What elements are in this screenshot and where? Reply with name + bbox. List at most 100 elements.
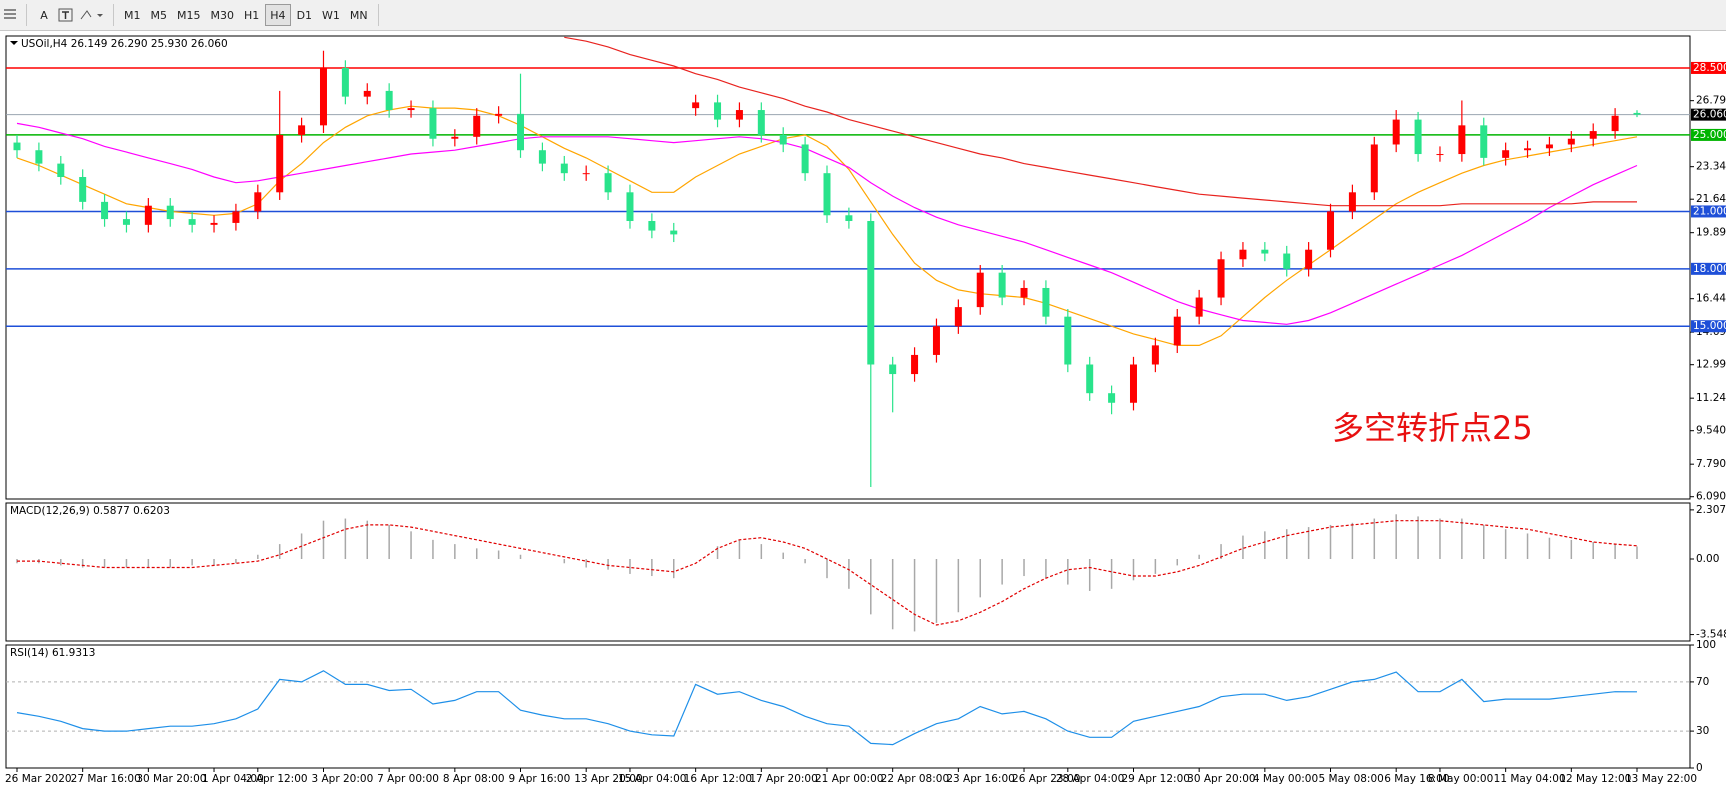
candle-body bbox=[122, 219, 130, 225]
candle-body bbox=[1173, 316, 1181, 346]
x-tick-label: 21 Apr 00:00 bbox=[815, 773, 883, 785]
candle-body bbox=[254, 192, 262, 212]
candle-body bbox=[1217, 259, 1225, 298]
x-tick-label: 23 Apr 16:00 bbox=[946, 773, 1014, 785]
candle-body bbox=[692, 102, 700, 109]
candle-body bbox=[582, 173, 590, 175]
level-label-box bbox=[1691, 128, 1726, 141]
candle-body bbox=[232, 211, 240, 223]
candle-body bbox=[648, 221, 656, 231]
shapes-icon[interactable] bbox=[77, 5, 107, 25]
toolbar: A M1 M5 M15 M30 H1 H4 D1 W1 MN bbox=[0, 0, 1726, 31]
candle-body bbox=[779, 134, 787, 145]
candle-body bbox=[867, 221, 875, 365]
main-panel-frame bbox=[5, 35, 1691, 500]
x-tick-label: 13 May 22:00 bbox=[1625, 773, 1697, 785]
level-label-box bbox=[1691, 262, 1726, 275]
y-tick-label: 70 bbox=[1696, 676, 1709, 688]
candle-body bbox=[1480, 125, 1488, 158]
timeframe-button[interactable]: MN bbox=[349, 8, 368, 22]
level-label: 28.500 bbox=[1693, 62, 1726, 74]
x-tick-label: 16 Apr 12:00 bbox=[684, 773, 752, 785]
tool-button[interactable]: A bbox=[40, 8, 48, 22]
candle-body bbox=[407, 108, 415, 111]
timeframe-button[interactable]: W1 bbox=[322, 8, 340, 22]
candle-body bbox=[495, 113, 503, 116]
moving-average bbox=[16, 122, 1638, 325]
level-label: 21.000 bbox=[1693, 205, 1726, 217]
timeframe-button[interactable]: M30 bbox=[210, 8, 235, 22]
candle-body bbox=[517, 113, 525, 151]
rsi-line bbox=[16, 670, 1638, 746]
candle-body bbox=[473, 115, 481, 137]
timeframe-button[interactable]: D1 bbox=[296, 8, 313, 22]
candle-body bbox=[1567, 138, 1575, 145]
x-tick-label: 13 Apr 20:00 bbox=[574, 773, 642, 785]
candle-body bbox=[626, 192, 634, 222]
timeframe-button[interactable]: M5 bbox=[150, 8, 168, 22]
timeframe-button[interactable]: M15 bbox=[177, 8, 201, 22]
candle-body bbox=[932, 326, 940, 355]
candle-body bbox=[451, 136, 459, 139]
separator bbox=[113, 4, 114, 26]
panel-title: USOil,H4 26.149 26.290 25.930 26.060 bbox=[21, 38, 228, 50]
panel-title: RSI(14) 61.9313 bbox=[10, 647, 95, 659]
candle-body bbox=[1261, 249, 1269, 254]
annotation: 多空转折点25 bbox=[1332, 409, 1533, 447]
y-tick-label: 0.00 bbox=[1696, 553, 1719, 565]
candle-body bbox=[1633, 112, 1641, 115]
y-tick-label: 11.240 bbox=[1696, 392, 1726, 404]
x-tick-label: 22 Apr 08:00 bbox=[881, 773, 949, 785]
x-tick-label: 30 Mar 20:00 bbox=[136, 773, 206, 785]
y-tick-label: 21.640 bbox=[1696, 193, 1726, 205]
price-label: 26.060 bbox=[1693, 109, 1726, 121]
candle-body bbox=[1129, 364, 1137, 403]
macd-panel-frame bbox=[5, 502, 1691, 642]
x-tick-label: 11 May 04:00 bbox=[1494, 773, 1566, 785]
candle-body bbox=[341, 67, 349, 97]
tool-buttons: A bbox=[33, 4, 55, 26]
x-tick-label: 1 Apr 04:00 bbox=[202, 773, 264, 785]
candle-body bbox=[188, 219, 196, 225]
candle-body bbox=[363, 90, 371, 97]
x-tick-label: 12 May 12:00 bbox=[1559, 773, 1631, 785]
timeframe-button[interactable]: M1 bbox=[124, 8, 141, 22]
y-tick-label: 100 bbox=[1696, 639, 1716, 651]
collapse-icon[interactable] bbox=[10, 41, 18, 45]
candle-body bbox=[538, 150, 546, 164]
candle-body bbox=[604, 173, 612, 193]
level-label-box bbox=[1691, 320, 1726, 333]
candle-body bbox=[1524, 148, 1532, 151]
candle-body bbox=[998, 272, 1006, 298]
y-tick-label: 7.790 bbox=[1696, 458, 1726, 470]
y-tick-label: 16.440 bbox=[1696, 293, 1726, 305]
candle-body bbox=[1392, 119, 1400, 145]
menu-icon[interactable] bbox=[0, 5, 20, 25]
candle-body bbox=[1195, 297, 1203, 317]
candle-body bbox=[889, 364, 897, 375]
x-tick-label: 17 Apr 20:00 bbox=[749, 773, 817, 785]
timeframe-button[interactable]: H1 bbox=[244, 8, 260, 22]
candle-body bbox=[79, 177, 87, 202]
candle-body bbox=[429, 108, 437, 139]
candle-body bbox=[714, 102, 722, 120]
candle-body bbox=[57, 163, 65, 178]
candle-body bbox=[1327, 211, 1335, 250]
rsi-panel-frame bbox=[5, 644, 1691, 769]
x-tick-label: 27 Mar 16:00 bbox=[71, 773, 141, 785]
x-tick-label: 30 Apr 20:00 bbox=[1187, 773, 1255, 785]
candle-body bbox=[560, 163, 568, 174]
y-tick-label: 30 bbox=[1696, 725, 1709, 737]
candle-body bbox=[1611, 115, 1619, 132]
candle-body bbox=[1064, 316, 1072, 365]
text-label-icon[interactable] bbox=[55, 5, 77, 25]
candle-body bbox=[1348, 192, 1356, 212]
x-tick-label: 26 Mar 2020 bbox=[5, 773, 72, 785]
candle-body bbox=[1370, 144, 1378, 193]
y-tick-label: -3.5484 bbox=[1696, 629, 1726, 641]
timeframe-button[interactable]: H4 bbox=[265, 4, 291, 26]
x-tick-label: 8 May 00:00 bbox=[1428, 773, 1493, 785]
x-tick-label: 29 Apr 12:00 bbox=[1121, 773, 1189, 785]
y-tick-label: 2.3072 bbox=[1696, 504, 1726, 516]
candle-body bbox=[1502, 150, 1510, 158]
